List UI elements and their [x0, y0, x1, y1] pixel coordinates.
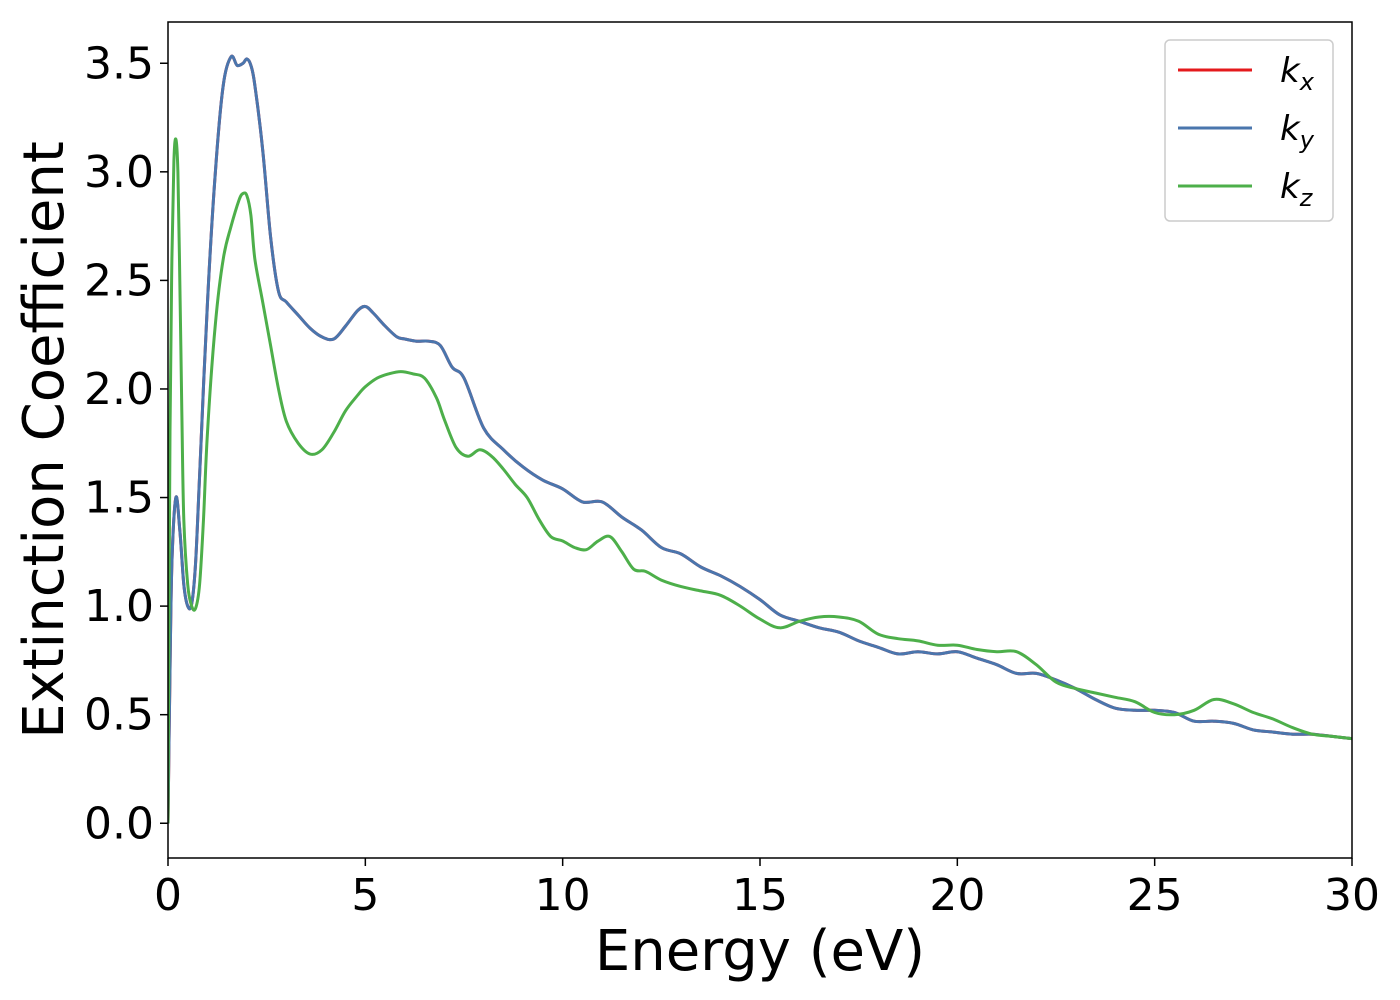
y-tick-label: 3.0 — [84, 147, 154, 198]
series-line-z — [168, 137, 1352, 824]
x-tick-label: 25 — [1127, 870, 1183, 921]
x-axis-title: Energy (eV) — [595, 919, 925, 984]
legend-label-z: kz — [1280, 167, 1314, 212]
y-axis: 0.0 0.5 1.0 1.5 2.0 2.5 3.0 3.5 — [84, 38, 168, 849]
x-tick-label: 0 — [154, 870, 182, 921]
y-axis-title: Extinction Coefficient — [12, 141, 77, 739]
legend-box — [1164, 39, 1334, 222]
y-tick-label: 3.5 — [84, 38, 154, 89]
y-tick-label: 2.0 — [84, 364, 154, 415]
legend-label-x: kx — [1280, 51, 1315, 96]
y-tick-label: 0.5 — [84, 690, 154, 741]
y-tick-label: 0.0 — [84, 798, 154, 849]
legend: kx ky kz — [1164, 39, 1334, 222]
x-axis: 0 5 10 15 20 25 30 — [154, 858, 1380, 921]
series-layer — [168, 54, 1352, 824]
y-tick-label: 1.5 — [84, 473, 154, 524]
x-tick-label: 30 — [1324, 870, 1380, 921]
x-tick-label: 5 — [351, 870, 379, 921]
legend-label-y: ky — [1280, 109, 1315, 154]
x-tick-label: 15 — [732, 870, 788, 921]
y-tick-label: 1.0 — [84, 581, 154, 632]
x-tick-label: 10 — [535, 870, 591, 921]
x-tick-label: 20 — [929, 870, 985, 921]
y-tick-label: 2.5 — [84, 255, 154, 306]
